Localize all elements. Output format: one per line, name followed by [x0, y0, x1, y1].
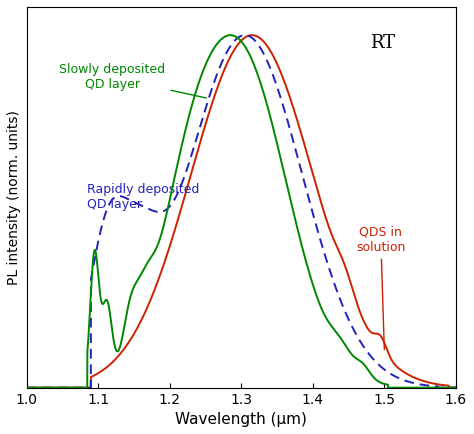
Text: RT: RT [370, 33, 395, 52]
Text: QDS in
solution: QDS in solution [356, 226, 406, 350]
Y-axis label: PL intensity (norm. units): PL intensity (norm. units) [7, 110, 21, 285]
Text: Slowly deposited
QD layer: Slowly deposited QD layer [59, 63, 206, 98]
X-axis label: Wavelength (μm): Wavelength (μm) [175, 412, 307, 427]
Text: Rapidly deposited
QD layer: Rapidly deposited QD layer [87, 183, 200, 211]
